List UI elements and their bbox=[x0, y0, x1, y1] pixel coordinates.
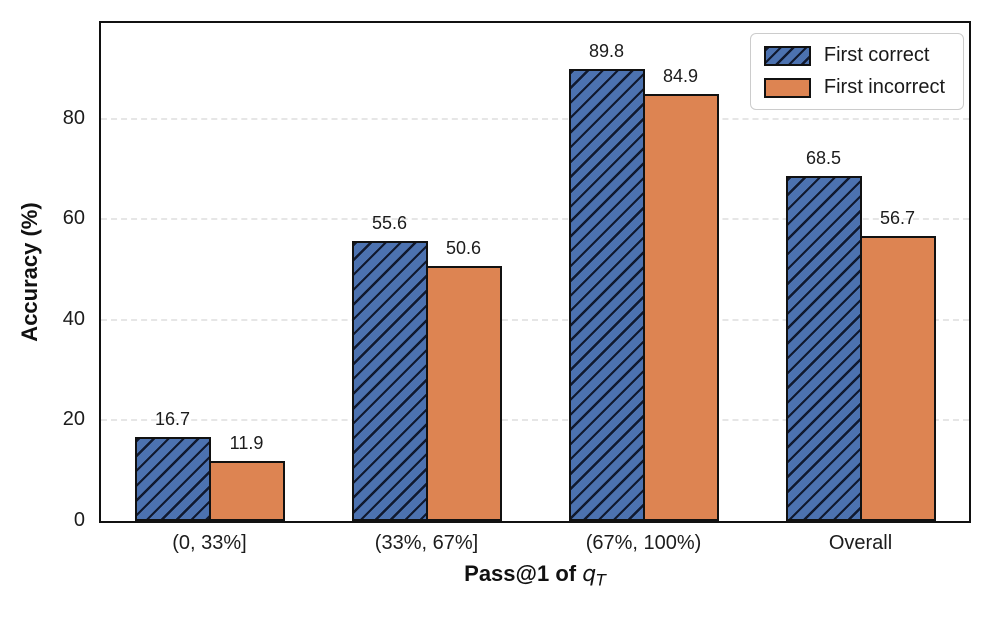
x-axis-title-math-subscript: T bbox=[596, 570, 606, 590]
bar-first-incorrect-2 bbox=[642, 94, 719, 521]
legend: First correct First incorrect bbox=[749, 33, 964, 110]
ytick-label-80: 80 bbox=[62, 106, 85, 129]
value-label-first-correct-0: 16.7 bbox=[154, 408, 191, 429]
gridline-y-40 bbox=[101, 318, 969, 321]
plot-area: First correct First incorrect 16.7 11.9 55… bbox=[99, 21, 971, 523]
legend-swatch-first-incorrect bbox=[763, 77, 811, 98]
gridline-y-60 bbox=[101, 218, 969, 221]
bar-first-correct-1 bbox=[351, 241, 428, 521]
ytick-label-40: 40 bbox=[62, 307, 85, 330]
y-axis-title: Accuracy (%) bbox=[17, 202, 42, 342]
value-label-first-correct-1: 55.6 bbox=[371, 213, 408, 234]
bar-first-correct-0 bbox=[134, 437, 211, 521]
xtick-label-3: Overall bbox=[828, 532, 893, 554]
x-axis-title-math-var: q bbox=[582, 562, 597, 587]
value-label-first-incorrect-2: 84.9 bbox=[662, 65, 699, 86]
ytick-label-60: 60 bbox=[62, 207, 85, 230]
value-label-first-correct-3: 68.5 bbox=[805, 148, 842, 169]
value-label-first-correct-2: 89.8 bbox=[588, 41, 625, 62]
gridline-y-80 bbox=[101, 117, 969, 120]
value-label-first-incorrect-1: 50.6 bbox=[445, 238, 482, 259]
bar-first-correct-3 bbox=[785, 176, 862, 521]
bar-first-correct-2 bbox=[568, 69, 645, 521]
x-axis-title: Pass@1 of qT bbox=[464, 561, 606, 589]
legend-item-first-correct: First correct bbox=[763, 44, 945, 67]
xtick-label-1: (33%, 67%] bbox=[374, 532, 479, 554]
xtick-label-2: (67%, 100%) bbox=[585, 532, 702, 554]
legend-label-first-incorrect: First incorrect bbox=[823, 76, 945, 98]
legend-swatch-first-correct bbox=[763, 45, 811, 66]
x-axis-title-text: Pass@1 of bbox=[464, 561, 583, 586]
bar-first-incorrect-3 bbox=[859, 236, 936, 521]
value-label-first-incorrect-0: 11.9 bbox=[229, 433, 264, 454]
y-axis-tick-labels: 0 20 40 60 80 bbox=[0, 0, 85, 623]
ytick-label-0: 0 bbox=[73, 509, 85, 531]
legend-label-first-correct: First correct bbox=[823, 44, 930, 66]
gridline-y-20 bbox=[101, 419, 969, 422]
value-label-first-incorrect-3: 56.7 bbox=[879, 207, 916, 228]
bar-first-incorrect-0 bbox=[208, 461, 285, 521]
ytick-label-20: 20 bbox=[62, 408, 85, 431]
xtick-label-0: (0, 33%] bbox=[172, 532, 247, 554]
bar-first-incorrect-1 bbox=[425, 266, 502, 521]
legend-item-first-incorrect: First incorrect bbox=[763, 76, 945, 99]
